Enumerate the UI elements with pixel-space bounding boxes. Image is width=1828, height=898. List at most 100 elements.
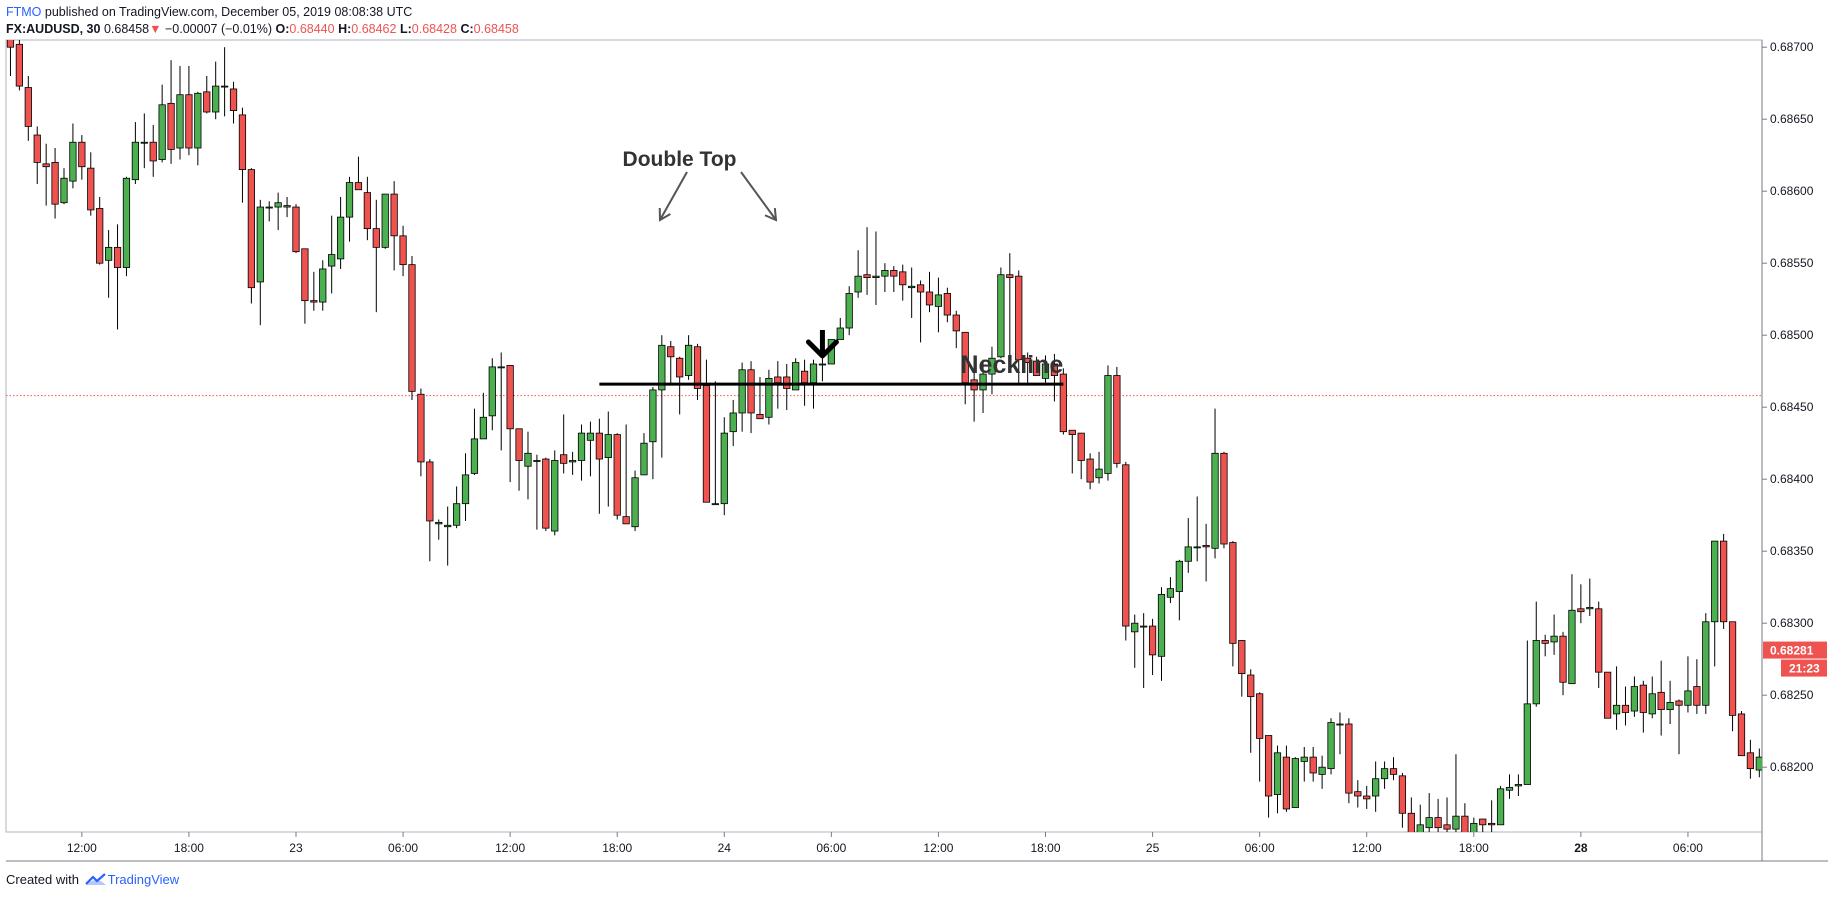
candle-down (800, 370, 809, 384)
price-axis[interactable]: 0.68700 0.68650 0.68600 0.68550 0.68500 0.684… (1762, 40, 1827, 774)
candle-down (354, 182, 363, 191)
candle-down (113, 246, 122, 268)
tradingview-brand-link[interactable]: TradingView (107, 872, 180, 887)
time-axis[interactable]: 12:00 18:00 23 06:00 12:00 18:00 24 06:00 12:00 1… (67, 832, 1703, 855)
candle-up (845, 293, 853, 329)
plot-border (5, 39, 1763, 833)
candle-up (640, 442, 648, 476)
candle-down (899, 271, 907, 286)
candle-up (1684, 690, 1692, 706)
candle-up (1416, 824, 1424, 832)
candle-down (1024, 357, 1032, 363)
candle-down (1256, 693, 1264, 739)
candle-down (693, 346, 702, 389)
candle-down (1354, 791, 1362, 797)
candle-up (1327, 722, 1335, 770)
high-value: 0.68462 (351, 22, 397, 36)
candle-up (1291, 758, 1299, 808)
candle-up (131, 141, 139, 181)
candle-up (328, 254, 336, 267)
candle-down (417, 393, 425, 463)
time-tick-label: 23 (289, 841, 303, 855)
candle-down (149, 141, 157, 162)
candle-up (711, 503, 719, 506)
candle-down (595, 432, 603, 460)
candle-up (1273, 752, 1282, 795)
time-tick-label: 12:00 (923, 841, 953, 855)
candle-up (444, 524, 452, 528)
candle-up (1568, 609, 1576, 685)
candle-down (247, 169, 255, 289)
candle-down (238, 114, 247, 170)
candle-up (551, 460, 559, 532)
double-top-label: Double Top (623, 148, 737, 171)
candle-down (560, 454, 568, 464)
candle-up (854, 275, 862, 293)
breakdown-arrow-icon (805, 330, 839, 359)
candle-down (1032, 360, 1041, 376)
ohlc-line: FX:AUDUSD, 30 0.68458▼ −0.00007 (−0.01%)… (6, 21, 519, 38)
candle-up (836, 327, 844, 340)
candle-down (1728, 621, 1737, 716)
double-top-arrow-right (740, 171, 778, 222)
candle-up (908, 285, 916, 289)
candle-up (1514, 784, 1523, 787)
time-tick-label: 06:00 (1245, 841, 1275, 855)
candle-down (15, 43, 23, 87)
candle-up (1372, 778, 1380, 797)
candle-up (979, 373, 987, 391)
publisher-link[interactable]: FTMO (6, 5, 42, 19)
price-tick-label: 0.68450 (1770, 400, 1814, 414)
time-tick-label: 12:00 (495, 841, 525, 855)
candle-down (42, 163, 50, 168)
footer: Created with TradingView (6, 871, 179, 889)
candle-up (1505, 786, 1514, 791)
open-label: O: (275, 22, 290, 36)
symbol-label[interactable]: FX:AUDUSD, 30 (6, 22, 101, 36)
candle-down (1577, 608, 1585, 613)
candle-up (934, 294, 943, 307)
price-tick-label: 0.68550 (1770, 256, 1814, 270)
candle-down (408, 264, 416, 392)
candle-up (604, 434, 612, 458)
candle-down (51, 161, 59, 205)
last-price-badge (1763, 641, 1827, 659)
candle-down (1220, 452, 1228, 545)
candle-up (140, 141, 148, 144)
candle-down (622, 516, 630, 525)
candle-up (104, 246, 113, 261)
candle-down (1407, 812, 1415, 832)
candle-up (158, 104, 166, 160)
candle-down (1389, 768, 1398, 775)
candle-up (212, 85, 220, 113)
candle-up (792, 362, 800, 391)
candle-up (568, 460, 577, 463)
candle-down (33, 134, 41, 163)
candle-up (1184, 546, 1192, 562)
time-tick-label: 18:00 (602, 841, 632, 855)
candle-down (78, 141, 86, 168)
candle-up (631, 477, 639, 528)
candle-up (809, 363, 818, 384)
candle-down (1282, 756, 1291, 810)
candle-down (390, 193, 398, 237)
candle-down (1559, 635, 1567, 683)
candle-down (1148, 625, 1157, 656)
candle-up (479, 416, 487, 440)
candle-up (1175, 560, 1183, 592)
candle-up (997, 274, 1005, 358)
candle-up (1630, 686, 1639, 712)
time-tick-label: 18:00 (174, 841, 204, 855)
candle-down (774, 376, 782, 384)
candle-down (1595, 608, 1603, 673)
candle-up (265, 206, 273, 209)
candle-up (283, 205, 291, 208)
close-label: C: (460, 22, 474, 36)
candle-down (1202, 545, 1210, 548)
candle-up (1380, 768, 1389, 780)
time-tick-label: 12:00 (67, 841, 97, 855)
publish-line: FTMO published on TradingView.com, Decem… (6, 4, 519, 21)
candle-up (1104, 375, 1112, 474)
candle-up (1166, 588, 1175, 598)
